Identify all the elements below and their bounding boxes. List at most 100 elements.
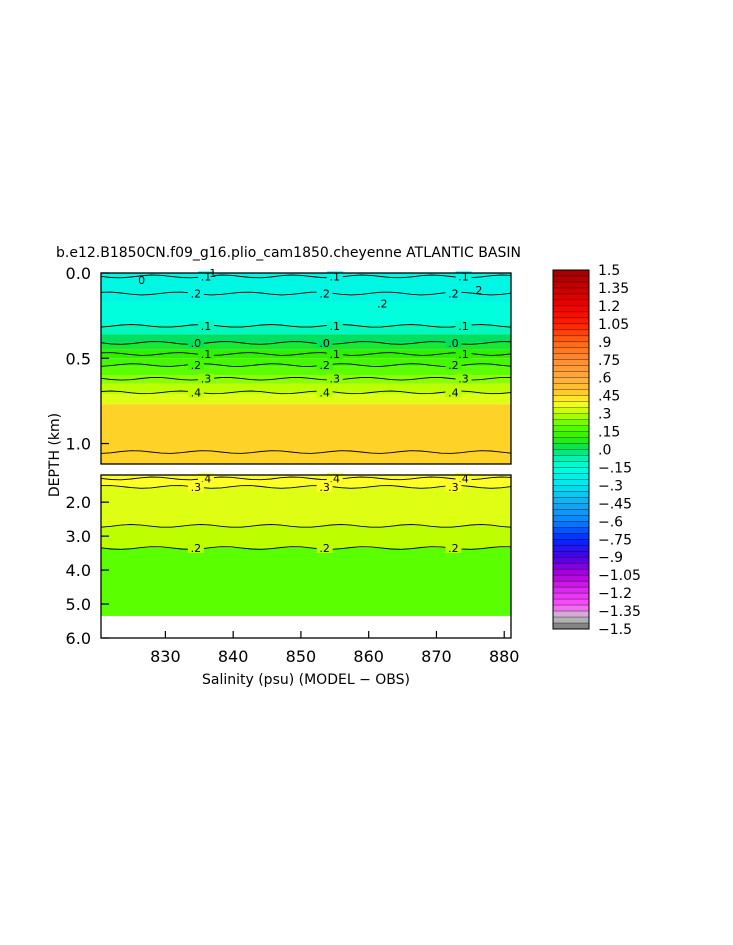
colorbar-label: 1.2 [598, 299, 620, 315]
top-panel: .1.1.1.2.2.2.1.1.1.0.0.0.1.1.1.2.2.2.3.3… [66, 264, 512, 465]
bottom-band [101, 475, 511, 487]
bottom-contour-line [100, 485, 512, 489]
top-contour-label: .2 [319, 287, 330, 300]
colorbar-cell [553, 413, 589, 420]
bottom-y-tick-label: 2.0 [66, 493, 91, 512]
colorbar-cell [553, 335, 589, 343]
colorbar-label: −1.35 [598, 604, 641, 620]
colorbar-cell [553, 497, 589, 504]
top-contour-label-bg [316, 387, 333, 398]
top-contour-label: .0 [448, 337, 459, 350]
colorbar-cell [553, 611, 589, 618]
colorbar-cell [553, 329, 589, 337]
colorbar-cell [553, 293, 589, 301]
top-contour-line [100, 363, 512, 367]
colorbar-cell [553, 311, 589, 319]
colorbar-cell [553, 575, 589, 582]
top-contour-label-bg [316, 288, 333, 299]
top-contour-label: .1 [458, 270, 469, 283]
colorbar-label: 1.05 [598, 317, 629, 333]
colorbar-cell [553, 605, 589, 612]
colorbar-cell [553, 317, 589, 325]
colorbar-cell [553, 407, 589, 414]
colorbar-label: −1.2 [598, 586, 632, 602]
top-contour-label: .1 [458, 320, 469, 333]
bottom-panel: .4.4.4.3.3.3.2.2.2 2.03.04.05.06.0 830 84… [66, 472, 520, 666]
colorbar-frame [552, 269, 590, 630]
top-contour-label: .1 [330, 348, 341, 361]
colorbar-cell [553, 461, 589, 468]
top-band [101, 334, 511, 343]
top-y-tick-label: 1.0 [66, 435, 91, 454]
top-contour-label-bg [316, 337, 333, 348]
top-contour-label: .2 [448, 359, 459, 372]
colorbar-cell [553, 395, 589, 402]
top-contour-label-bg [187, 387, 204, 398]
top-contour-label: .2 [191, 287, 202, 300]
top-contour-label-bg [326, 320, 343, 331]
top-contour-line [100, 341, 512, 345]
colorbar-cell [553, 347, 589, 355]
bottom-contour-label-bg [316, 543, 333, 554]
colorbar-cell [553, 527, 589, 534]
colorbar-cell [553, 389, 589, 396]
top-band [101, 375, 511, 384]
colorbar-cell [553, 431, 589, 438]
colorbar-cell [553, 383, 589, 390]
colorbar-cell [553, 305, 589, 313]
bottom-contour-label-bg [187, 481, 204, 492]
top-contour-label-bg [445, 288, 462, 299]
colorbar-label: −.3 [598, 478, 623, 494]
colorbar-cell [553, 455, 589, 462]
colorbar-cell [553, 281, 589, 289]
bottom-contour-line [100, 524, 512, 528]
colorbar-label: −1.5 [598, 622, 632, 638]
bottom-contour-line [100, 546, 512, 550]
x-axis-title: Salinity (psu) (MODEL − OBS) [202, 672, 410, 688]
top-contour-label: .0 [191, 337, 202, 350]
top-contour-label-bg [455, 320, 472, 331]
bottom-contour-label-bg [316, 481, 333, 492]
x-tick-label: 830 [150, 647, 181, 666]
top-contour-label: .4 [191, 386, 202, 399]
bottom-y-tick-label: 6.0 [66, 629, 91, 648]
colorbar-cell [553, 299, 589, 307]
colorbar-label: .6 [598, 371, 611, 387]
colorbar-cell [553, 401, 589, 408]
colorbar: 1.5 1.35 1.2 1.05 .9 .75 .6 .45 .3 .15 .0−.15 −.3 −.… [552, 263, 641, 638]
colorbar-cell [553, 359, 589, 367]
colorbar-cell [553, 270, 589, 277]
top-panel-frame [100, 272, 512, 465]
x-tick-label: 860 [353, 647, 384, 666]
top-contour-line [100, 376, 512, 381]
top-contour-label-bg [445, 387, 462, 398]
colorbar-label: .9 [598, 335, 611, 351]
bottom-contour-label-bg [187, 543, 204, 554]
colorbar-cell [553, 533, 589, 540]
bottom-y-tick-label: 5.0 [66, 595, 91, 614]
colorbar-cell [553, 623, 589, 630]
colorbar-cell [553, 557, 589, 564]
top-band [101, 394, 511, 405]
top-contour-label: .1 [201, 348, 212, 361]
colorbar-cell [553, 545, 589, 552]
colorbar-cell [553, 449, 589, 456]
colorbar-cell [553, 419, 589, 426]
top-contour-label: .3 [330, 373, 341, 386]
colorbar-cell [553, 443, 589, 450]
colorbar-label: .3 [598, 407, 611, 423]
top-contour-label-bg [187, 337, 204, 348]
top-contour-label-bg [316, 360, 333, 371]
top-contour-label-bg [326, 271, 343, 282]
top-contour-label-bg [187, 288, 204, 299]
y-axis-title: DEPTH (km) [47, 413, 63, 497]
colorbar-label: 1.35 [598, 281, 629, 297]
colorbar-cell [553, 503, 589, 510]
top-contour-line [100, 274, 512, 279]
top-band [101, 404, 511, 464]
colorbar-label: 1.5 [598, 263, 620, 279]
colorbar-cell [553, 365, 589, 373]
colorbar-cell [553, 563, 589, 570]
top-contour-line [100, 450, 512, 454]
